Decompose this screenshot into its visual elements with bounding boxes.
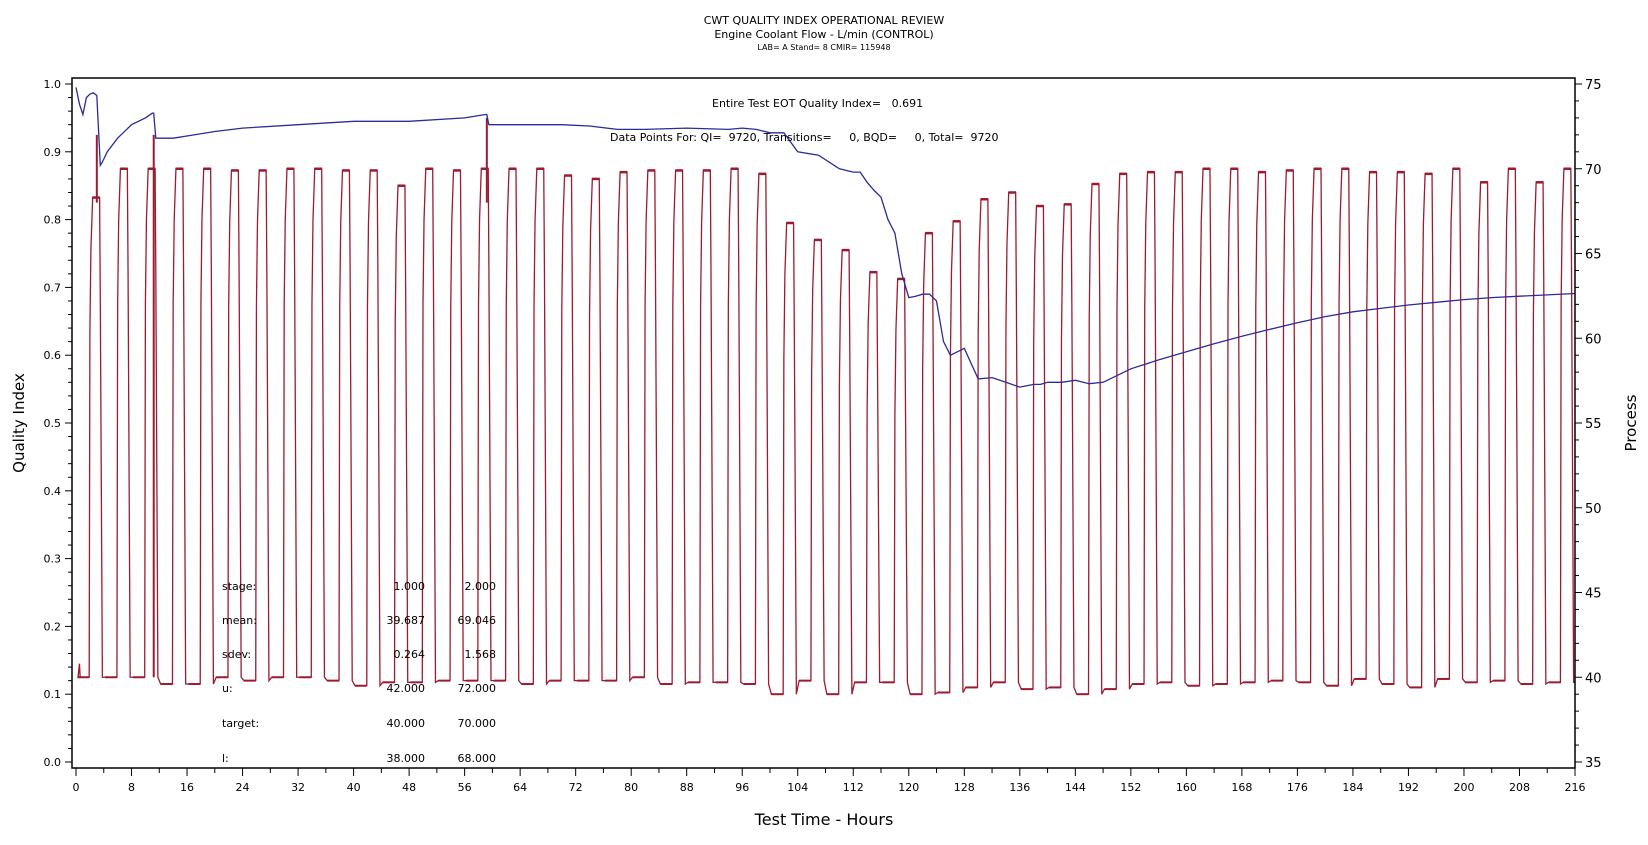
x-tick-label: 88 [680, 781, 694, 794]
x-tick-label: 104 [787, 781, 808, 794]
stats-value: 40.000 [387, 717, 426, 730]
stats-table: stage: 1.000 2.000 mean: 39.687 69.046 s… [222, 580, 496, 765]
y2-tick-label: 55 [1585, 417, 1602, 432]
x-tick-label: 24 [236, 781, 250, 794]
y2-tick-label: 40 [1585, 671, 1602, 686]
stats-label: stage: [222, 580, 256, 593]
stats-value: 2.000 [465, 580, 497, 593]
y-tick-label: 0.8 [44, 214, 62, 227]
x-tick-label: 0 [73, 781, 80, 794]
stats-value: 38.000 [387, 752, 426, 765]
x-tick-label: 152 [1120, 781, 1141, 794]
x-tick-label: 200 [1453, 781, 1474, 794]
stats-label: mean: [222, 614, 257, 627]
stats-value: 1.568 [465, 648, 497, 661]
stats-value: 72.000 [458, 682, 497, 695]
y2-tick-label: 45 [1585, 587, 1602, 602]
y2-tick-label: 65 [1585, 248, 1602, 263]
x-tick-label: 176 [1287, 781, 1308, 794]
stats-label: l: [222, 752, 229, 765]
x-tick-label: 112 [843, 781, 864, 794]
stats-label: sdev: [222, 648, 251, 661]
chart-info: LAB= A Stand= 8 CMIR= 115948 [757, 43, 891, 52]
x-tick-label: 16 [180, 781, 194, 794]
data-points-annotation: Data Points For: QI= 9720, Transitions= … [610, 131, 998, 144]
x-tick-label: 56 [458, 781, 472, 794]
process-line [77, 168, 1575, 697]
x-tick-label: 144 [1065, 781, 1086, 794]
x-tick-label: 48 [402, 781, 416, 794]
eot-quality-annotation: Entire Test EOT Quality Index= 0.691 [712, 97, 923, 110]
x-tick-label: 136 [1009, 781, 1030, 794]
x-axis: 0 8 16 24 32 40 48 56 64 72 80 88 96 104 112 120 128 136 1… [73, 768, 1586, 794]
y-tick-label: 0.4 [44, 485, 62, 498]
stats-value: 69.046 [458, 614, 497, 627]
y-tick-label: 0.0 [44, 756, 62, 769]
x-tick-label: 184 [1342, 781, 1363, 794]
y2-tick-label: 35 [1585, 756, 1602, 771]
y2-tick-label: 70 [1585, 163, 1602, 178]
y-tick-label: 0.1 [44, 688, 62, 701]
x-tick-label: 216 [1565, 781, 1586, 794]
x-tick-label: 96 [735, 781, 749, 794]
y-tick-label: 0.6 [44, 349, 62, 362]
stats-label: u: [222, 682, 233, 695]
x-tick-label: 208 [1509, 781, 1530, 794]
x-tick-label: 32 [291, 781, 305, 794]
y-tick-label: 0.7 [44, 281, 62, 294]
y2-axis-label: Process [1622, 394, 1640, 451]
y-tick-label: 1.0 [44, 78, 62, 91]
stats-value: 68.000 [458, 752, 497, 765]
left-axis: 0.0 0.1 0.2 0.3 0.4 0.5 0.6 0.7 0.8 0.9 1.0 [44, 78, 72, 769]
x-axis-label: Test Time - Hours [754, 810, 894, 829]
y2-tick-label: 50 [1585, 502, 1602, 517]
x-tick-label: 168 [1231, 781, 1252, 794]
x-tick-label: 80 [624, 781, 638, 794]
x-tick-label: 64 [513, 781, 527, 794]
process-series [77, 117, 1575, 697]
chart-title: CWT QUALITY INDEX OPERATIONAL REVIEW [703, 14, 945, 27]
right-axis: 35 40 45 50 55 60 65 70 75 [1575, 78, 1602, 771]
x-tick-label: 72 [569, 781, 583, 794]
y-tick-label: 0.9 [44, 146, 62, 159]
stats-label: target: [222, 717, 259, 730]
x-tick-label: 40 [347, 781, 361, 794]
y2-tick-label: 60 [1585, 332, 1602, 347]
y-axis-label: Quality Index [10, 373, 28, 473]
x-tick-label: 8 [128, 781, 135, 794]
stats-value: 70.000 [458, 717, 497, 730]
stats-value: 0.264 [394, 648, 426, 661]
chart-subtitle: Engine Coolant Flow - L/min (CONTROL) [714, 28, 934, 41]
stats-value: 39.687 [387, 614, 426, 627]
y-tick-label: 0.2 [44, 620, 62, 633]
quality-line [75, 87, 1576, 388]
x-tick-label: 192 [1398, 781, 1419, 794]
quality-series [75, 87, 1576, 388]
x-tick-label: 160 [1176, 781, 1197, 794]
y2-tick-label: 75 [1585, 78, 1602, 93]
x-tick-label: 120 [898, 781, 919, 794]
y-tick-label: 0.5 [44, 417, 62, 430]
stats-value: 1.000 [394, 580, 426, 593]
x-tick-label: 128 [954, 781, 975, 794]
y-tick-label: 0.3 [44, 553, 62, 566]
stats-value: 42.000 [387, 682, 426, 695]
